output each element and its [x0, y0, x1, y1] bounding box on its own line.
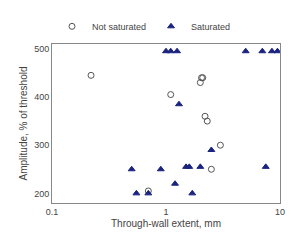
svg-text:10: 10 [275, 207, 285, 217]
svg-text:Amplitude, % of threshold: Amplitude, % of threshold [18, 67, 29, 181]
svg-text:500: 500 [34, 44, 49, 54]
svg-text:Not saturated: Not saturated [92, 22, 146, 32]
svg-text:300: 300 [34, 140, 49, 150]
svg-text:200: 200 [34, 189, 49, 199]
svg-text:0.1: 0.1 [46, 207, 59, 217]
svg-text:400: 400 [34, 92, 49, 102]
svg-text:Through-wall extent, mm: Through-wall extent, mm [111, 218, 221, 229]
svg-text:1: 1 [163, 207, 168, 217]
svg-text:Saturated: Saturated [191, 22, 230, 32]
